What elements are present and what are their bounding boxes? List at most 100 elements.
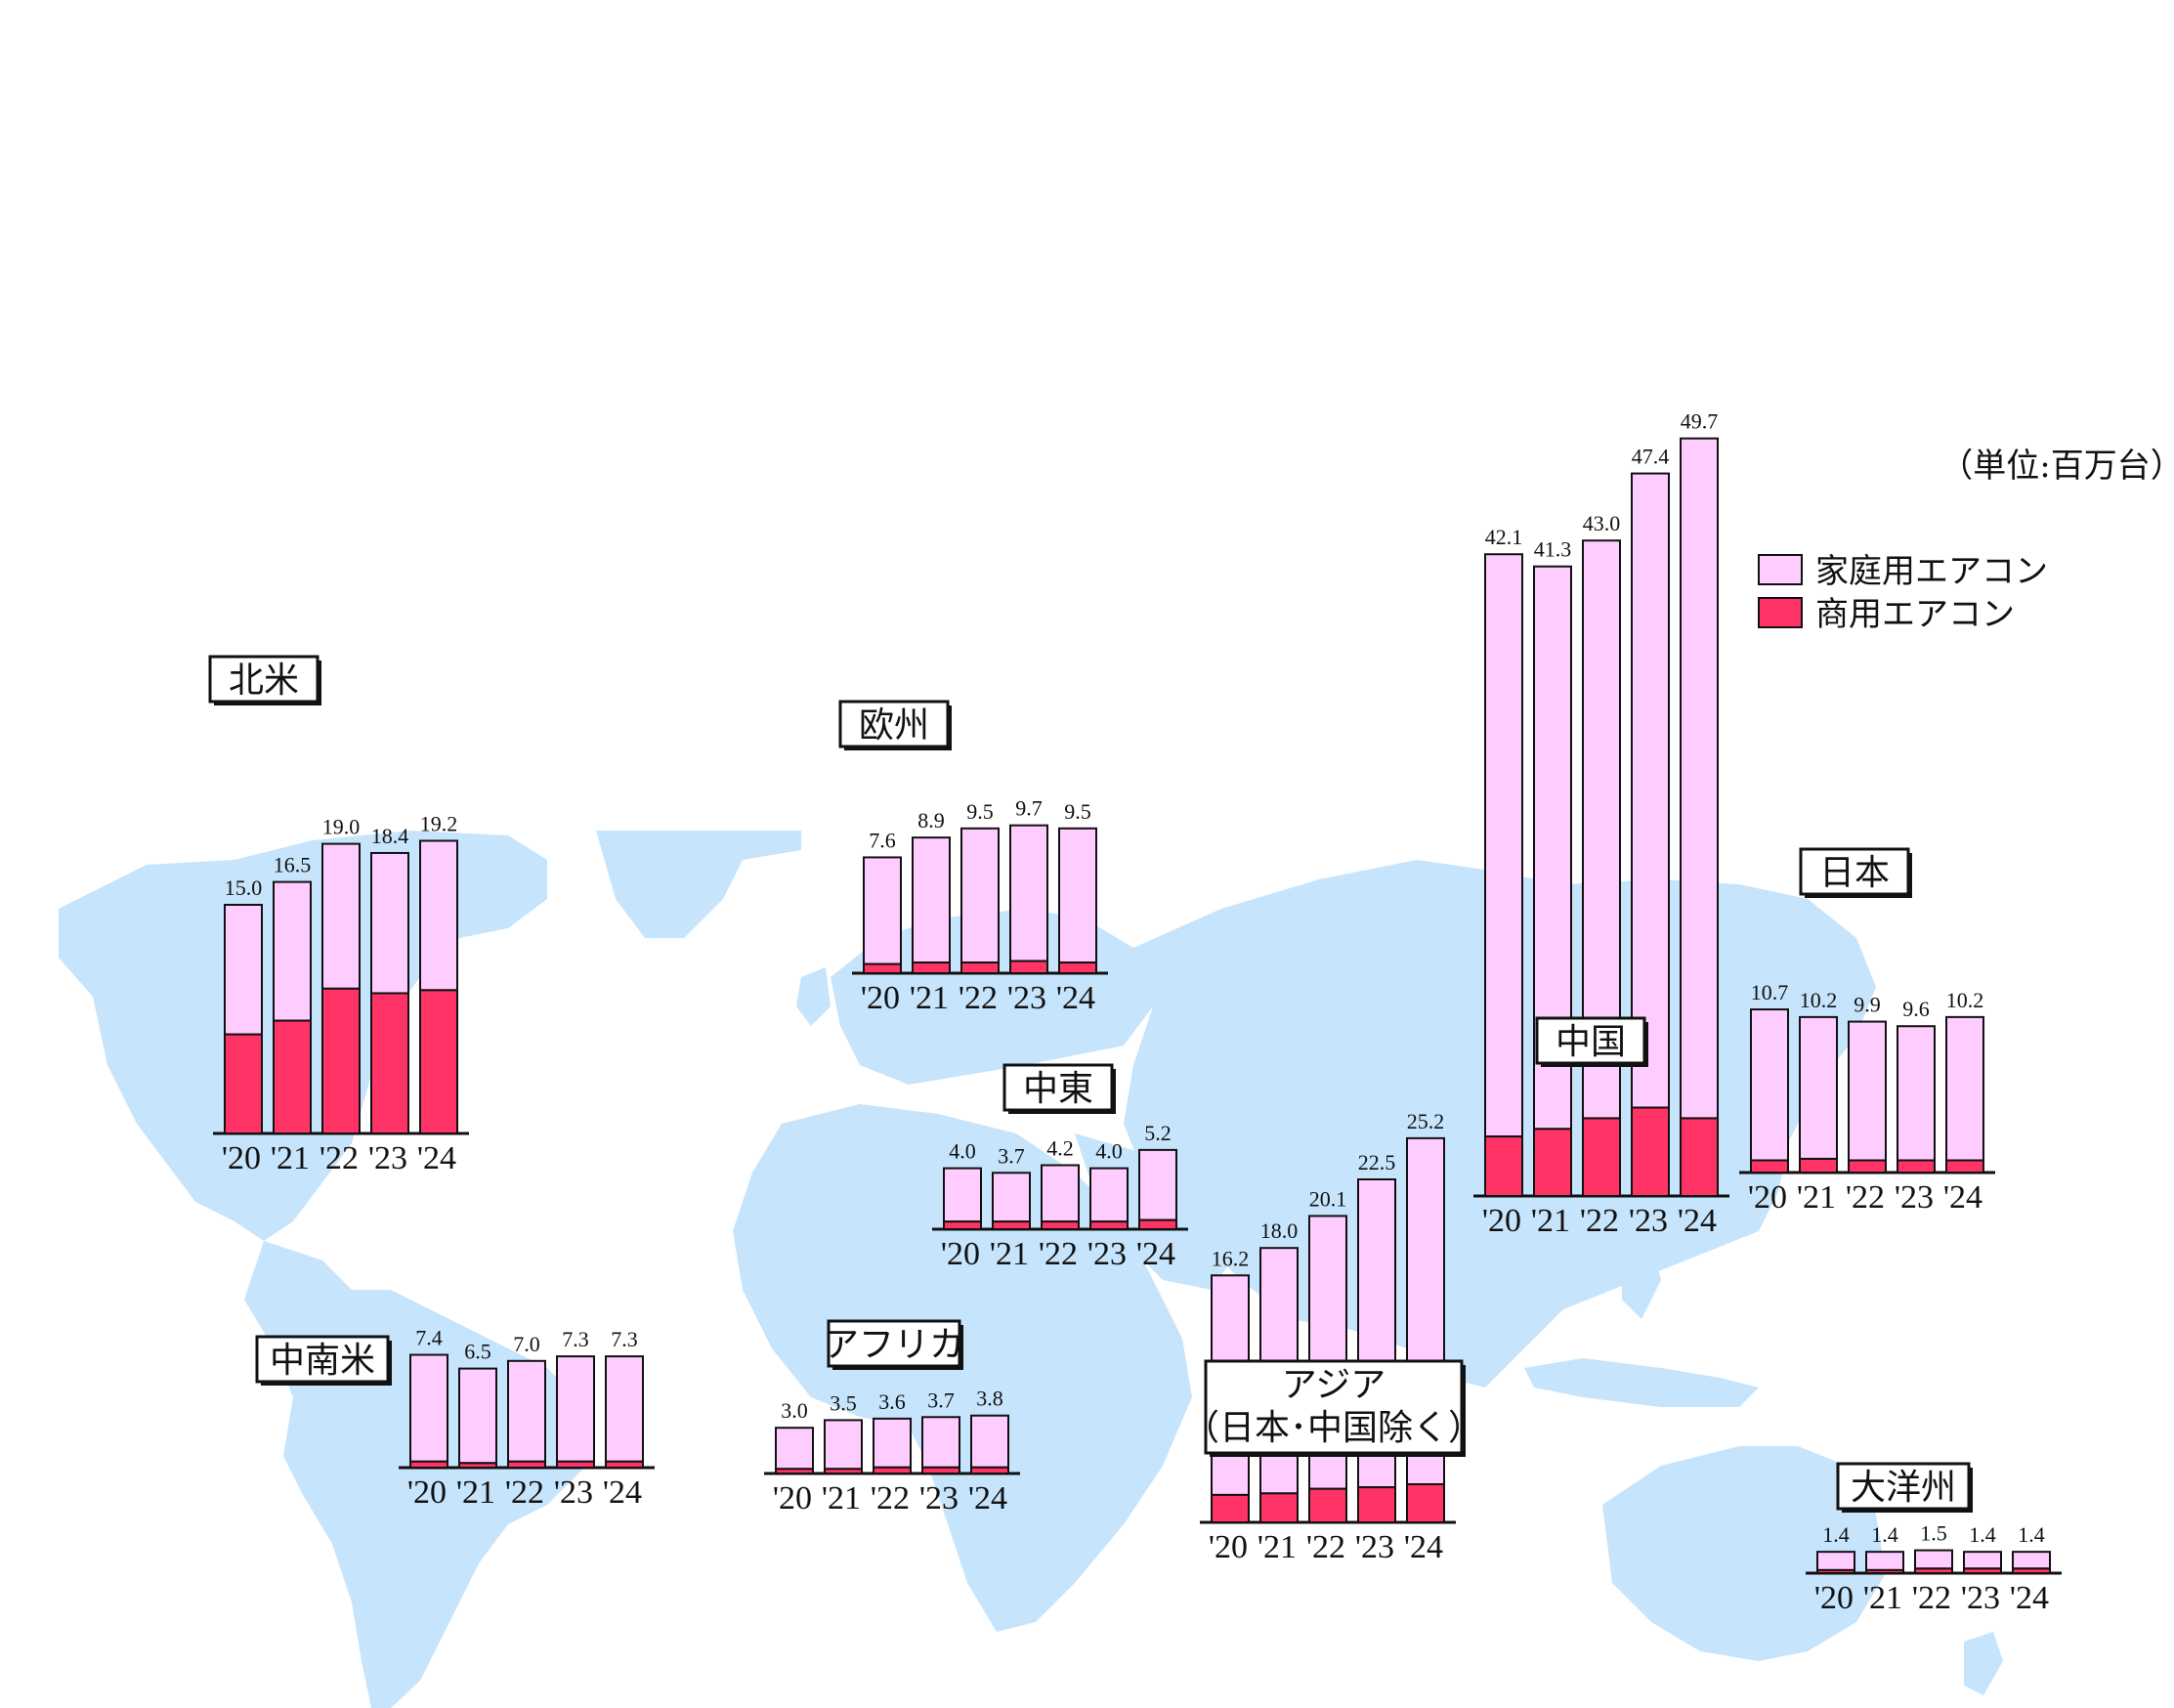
year-tick-label: '24 xyxy=(1943,1179,1982,1216)
region-label-box xyxy=(827,1319,961,1368)
total-value-label: 3.6 xyxy=(878,1389,906,1414)
chart-north-america: 15.0 '20 16.5 '21 19.0 '22 18.4 '23 19.2 '24 北米 xyxy=(208,655,469,1176)
total-value-label: 3.0 xyxy=(781,1398,808,1423)
bar-residential xyxy=(1484,553,1523,1138)
year-tick-label: '22 xyxy=(1912,1580,1951,1616)
bar-commercial xyxy=(775,1468,814,1474)
total-value-label: 3.8 xyxy=(976,1387,1003,1411)
bar-commercial xyxy=(943,1220,982,1230)
year-tick-label: '22 xyxy=(1306,1529,1345,1565)
total-value-label: 9.5 xyxy=(966,799,994,824)
bar-commercial xyxy=(1211,1493,1250,1524)
bar-commercial xyxy=(556,1460,595,1470)
total-value-label: 25.2 xyxy=(1407,1109,1445,1133)
bar-commercial xyxy=(1041,1220,1080,1230)
bar-commercial xyxy=(224,1033,263,1134)
total-value-label: 7.6 xyxy=(869,828,896,852)
year-tick-label: '21 xyxy=(1531,1203,1570,1239)
total-value-label: 43.0 xyxy=(1583,511,1621,535)
total-value-label: 22.5 xyxy=(1358,1150,1396,1174)
bar-residential xyxy=(1631,472,1670,1109)
year-tick-label: '21 xyxy=(910,980,949,1016)
total-value-label: 5.2 xyxy=(1144,1121,1172,1145)
bar-residential xyxy=(1041,1164,1080,1223)
total-value-label: 4.0 xyxy=(949,1139,976,1164)
bar-commercial xyxy=(273,1019,312,1135)
bar-commercial xyxy=(1533,1128,1572,1197)
bar-residential xyxy=(1848,1020,1887,1162)
total-value-label: 4.2 xyxy=(1046,1135,1074,1160)
region-title: 中南米 xyxy=(270,1341,375,1381)
legend-label-commercial: 商用エアコン xyxy=(1815,595,2015,634)
legend-item-commercial: 商用エアコン xyxy=(1758,595,2015,634)
bar-commercial xyxy=(1680,1117,1719,1197)
bar-commercial xyxy=(1308,1487,1347,1524)
bar-commercial xyxy=(1138,1218,1177,1231)
bar-commercial xyxy=(970,1466,1009,1475)
region-label-box xyxy=(1836,1462,1971,1511)
map-greenland xyxy=(596,831,801,938)
total-value-label: 41.3 xyxy=(1534,537,1572,562)
year-tick-label: '20 xyxy=(861,980,900,1016)
year-tick-label: '21 xyxy=(1258,1529,1297,1565)
bar-residential xyxy=(1897,1025,1936,1162)
region-title: 北米 xyxy=(229,661,299,701)
bar-residential xyxy=(1089,1167,1129,1223)
bar-commercial xyxy=(1484,1135,1523,1198)
map-philippines xyxy=(1622,1241,1661,1319)
year-tick-label: '20 xyxy=(1814,1580,1854,1616)
bar-commercial xyxy=(921,1466,960,1475)
year-tick-label: '21 xyxy=(456,1474,495,1511)
year-tick-label: '20 xyxy=(941,1236,980,1272)
bar-residential xyxy=(273,880,312,1022)
bar-commercial xyxy=(1631,1106,1670,1198)
bar-residential xyxy=(863,856,902,965)
total-value-label: 3.7 xyxy=(998,1143,1025,1168)
year-tick-label: '23 xyxy=(1895,1179,1934,1216)
legend: 家庭用エアコン 商用エアコン xyxy=(1758,552,2048,634)
total-value-label: 10.2 xyxy=(1946,988,1984,1012)
bar-commercial xyxy=(321,987,361,1134)
year-tick-label: '22 xyxy=(871,1480,910,1516)
year-tick-label: '21 xyxy=(1797,1179,1836,1216)
bar-residential xyxy=(992,1172,1031,1223)
bar-commercial xyxy=(1089,1220,1129,1230)
unit-label: （単位:百万台） xyxy=(1940,447,2174,486)
bar-residential xyxy=(1865,1551,1904,1571)
bar-residential xyxy=(1138,1148,1177,1221)
total-value-label: 18.4 xyxy=(371,824,409,848)
chart-oceania: 1.4 '20 1.4 '21 1.5 '22 1.4 '23 1.4 '24 大洋州 xyxy=(1806,1462,2062,1616)
bar-residential xyxy=(419,839,458,992)
year-tick-label: '21 xyxy=(1863,1580,1902,1616)
region-label-box xyxy=(1204,1359,1464,1455)
year-tick-label: '23 xyxy=(1629,1203,1668,1239)
total-value-label: 1.4 xyxy=(1969,1522,1996,1547)
year-tick-label: '23 xyxy=(368,1140,407,1176)
bar-commercial xyxy=(1357,1486,1396,1523)
total-value-label: 8.9 xyxy=(917,808,945,833)
bar-residential xyxy=(1058,827,1097,964)
bar-residential xyxy=(1914,1549,1953,1570)
total-value-label: 7.3 xyxy=(611,1327,638,1351)
bar-commercial xyxy=(370,992,409,1134)
bar-commercial xyxy=(863,962,902,975)
bar-commercial xyxy=(1865,1568,1904,1575)
map-new-zealand xyxy=(1964,1632,2003,1695)
map-uk xyxy=(796,967,831,1026)
bar-residential xyxy=(921,1416,960,1469)
region-label-box xyxy=(1002,1063,1114,1112)
bar-commercial xyxy=(1799,1157,1838,1174)
region-title: 大洋州 xyxy=(1851,1468,1956,1508)
region-label-box xyxy=(1535,1016,1646,1065)
bar-commercial xyxy=(1406,1483,1445,1523)
year-tick-label: '21 xyxy=(822,1480,861,1516)
chart-latin-america: 7.4 '20 6.5 '21 7.0 '22 7.3 '23 7.3 '24 中南米 xyxy=(255,1326,655,1511)
total-value-label: 9.7 xyxy=(1015,796,1043,821)
region-title: 中東 xyxy=(1023,1069,1093,1109)
total-value-label: 1.4 xyxy=(2018,1522,2045,1547)
total-value-label: 9.6 xyxy=(1902,997,1930,1021)
year-tick-label: '20 xyxy=(222,1140,261,1176)
region-title: 欧州 xyxy=(859,705,929,746)
bar-residential xyxy=(224,904,263,1036)
